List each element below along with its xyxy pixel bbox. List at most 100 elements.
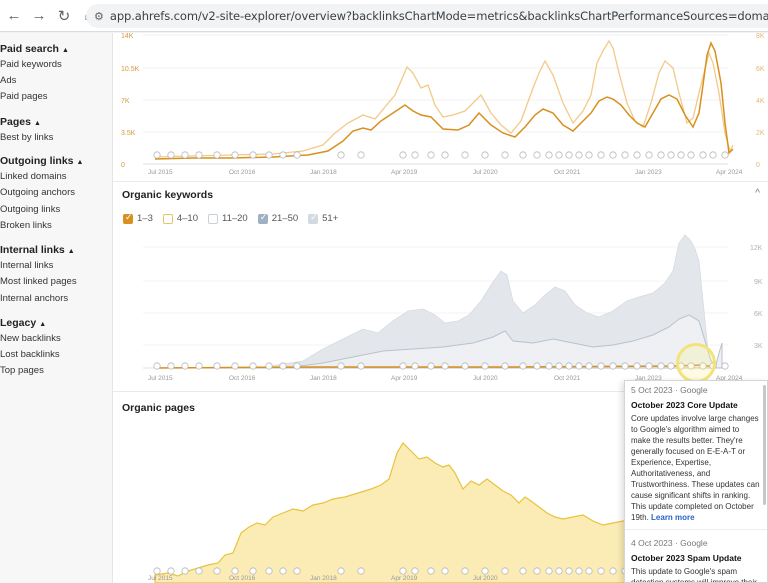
google-update-marker[interactable]: [231, 151, 239, 159]
google-update-marker[interactable]: [575, 567, 583, 575]
google-update-marker[interactable]: [699, 151, 707, 159]
google-update-marker[interactable]: [427, 151, 435, 159]
checkbox-icon[interactable]: [123, 212, 133, 224]
google-update-marker[interactable]: [153, 567, 161, 575]
google-update-marker[interactable]: [279, 151, 287, 159]
google-update-marker[interactable]: [585, 151, 593, 159]
sidebar-item-linked-domains[interactable]: Linked domains: [0, 171, 67, 182]
google-update-marker[interactable]: [399, 151, 407, 159]
google-update-marker[interactable]: [279, 567, 287, 575]
sidebar-group-legacy[interactable]: Legacy ▲: [0, 317, 46, 329]
sidebar-item-ads[interactable]: Ads: [0, 75, 17, 86]
google-update-marker[interactable]: [265, 151, 273, 159]
google-update-marker[interactable]: [167, 362, 175, 370]
legend-item-4-10[interactable]: 4–10: [162, 213, 198, 224]
checkbox-icon[interactable]: [208, 213, 218, 224]
google-update-marker[interactable]: [279, 362, 287, 370]
google-update-marker[interactable]: [195, 567, 203, 575]
google-update-marker[interactable]: [293, 567, 301, 575]
google-update-marker[interactable]: [533, 151, 541, 159]
google-update-marker[interactable]: [461, 567, 469, 575]
google-update-marker[interactable]: [167, 567, 175, 575]
sidebar-item-outgoing-links[interactable]: Outgoing links: [0, 204, 61, 215]
google-update-marker[interactable]: [585, 362, 593, 370]
performance-chart[interactable]: 14K 10.5K 7K 3.5K 0 8K 6K 4K 2K 0 Jul 20…: [113, 33, 768, 178]
sidebar-item-internal-links[interactable]: Internal links: [0, 260, 54, 271]
google-update-marker[interactable]: [721, 362, 729, 370]
google-update-marker[interactable]: [657, 362, 665, 370]
google-update-marker[interactable]: [399, 362, 407, 370]
google-update-marker[interactable]: [481, 151, 489, 159]
sidebar-item-internal-anchors[interactable]: Internal anchors: [0, 293, 69, 304]
chart3-update-markers[interactable]: [153, 567, 629, 575]
google-update-marker[interactable]: [195, 151, 203, 159]
google-update-marker[interactable]: [667, 151, 675, 159]
google-update-marker[interactable]: [609, 362, 617, 370]
google-update-marker[interactable]: [337, 567, 345, 575]
sidebar-item-top-pages[interactable]: Top pages: [0, 365, 44, 376]
google-update-marker[interactable]: [357, 151, 365, 159]
google-update-marker[interactable]: [575, 151, 583, 159]
google-update-marker[interactable]: [153, 151, 161, 159]
chart1-update-markers[interactable]: [153, 151, 729, 159]
google-update-marker[interactable]: [213, 567, 221, 575]
google-update-marker[interactable]: [411, 362, 419, 370]
google-update-marker[interactable]: [153, 362, 161, 370]
sidebar-item-best-by-links[interactable]: Best by links: [0, 132, 54, 143]
google-update-marker[interactable]: [565, 151, 573, 159]
google-update-marker[interactable]: [545, 362, 553, 370]
checkbox-icon[interactable]: [162, 213, 173, 224]
google-update-marker[interactable]: [265, 567, 273, 575]
address-bar[interactable]: ⚙ app.ahrefs.com/v2-site-explorer/overvi…: [86, 4, 768, 28]
google-update-marker[interactable]: [411, 567, 419, 575]
google-update-marker[interactable]: [231, 567, 239, 575]
google-update-marker[interactable]: [213, 362, 221, 370]
google-update-marker[interactable]: [411, 151, 419, 159]
legend-item-1-3[interactable]: 1–3: [123, 212, 153, 224]
google-update-marker[interactable]: [167, 151, 175, 159]
sidebar-group-internal-links[interactable]: Internal links ▲: [0, 244, 75, 256]
google-update-marker[interactable]: [427, 362, 435, 370]
google-update-marker[interactable]: [565, 567, 573, 575]
google-update-marker[interactable]: [441, 362, 449, 370]
reload-icon[interactable]: ↻: [57, 7, 71, 25]
google-update-marker[interactable]: [555, 151, 563, 159]
google-update-marker[interactable]: [441, 567, 449, 575]
google-update-marker[interactable]: [461, 362, 469, 370]
google-update-marker[interactable]: [195, 362, 203, 370]
legend-item-11-20[interactable]: 11–20: [208, 213, 248, 224]
google-update-marker[interactable]: [231, 362, 239, 370]
google-update-marker[interactable]: [621, 362, 629, 370]
back-icon[interactable]: ←: [6, 7, 22, 24]
google-update-marker[interactable]: [519, 151, 527, 159]
google-update-marker[interactable]: [249, 567, 257, 575]
google-update-marker[interactable]: [265, 362, 273, 370]
google-update-marker[interactable]: [213, 151, 221, 159]
legend-item-51-plus[interactable]: 51+: [308, 212, 338, 224]
google-update-marker[interactable]: [597, 151, 605, 159]
google-update-marker[interactable]: [555, 362, 563, 370]
google-update-marker[interactable]: [427, 567, 435, 575]
sidebar-item-outgoing-anchors[interactable]: Outgoing anchors: [0, 187, 75, 198]
google-update-marker[interactable]: [687, 151, 695, 159]
google-update-marker[interactable]: [357, 567, 365, 575]
learn-more-link[interactable]: Learn more: [651, 513, 695, 522]
google-update-marker[interactable]: [633, 151, 641, 159]
chevron-up-icon[interactable]: ^: [755, 188, 760, 199]
google-update-marker[interactable]: [667, 362, 675, 370]
google-update-marker[interactable]: [555, 567, 563, 575]
google-update-marker[interactable]: [645, 362, 653, 370]
google-update-marker[interactable]: [633, 362, 641, 370]
site-settings-icon[interactable]: ⚙: [94, 10, 104, 23]
chart2-update-markers[interactable]: [153, 362, 729, 370]
google-update-marker[interactable]: [519, 362, 527, 370]
google-update-marker[interactable]: [293, 362, 301, 370]
google-update-marker[interactable]: [585, 567, 593, 575]
sidebar-item-paid-pages[interactable]: Paid pages: [0, 91, 48, 102]
google-update-marker[interactable]: [709, 151, 717, 159]
organic-pages-chart[interactable]: Jul 2015 Oct 2016 Jan 2018 Apr 2019 Jul …: [113, 423, 768, 583]
google-update-marker[interactable]: [597, 567, 605, 575]
google-update-marker[interactable]: [609, 567, 617, 575]
google-update-marker[interactable]: [481, 567, 489, 575]
sidebar-item-lost-backlinks[interactable]: Lost backlinks: [0, 349, 60, 360]
